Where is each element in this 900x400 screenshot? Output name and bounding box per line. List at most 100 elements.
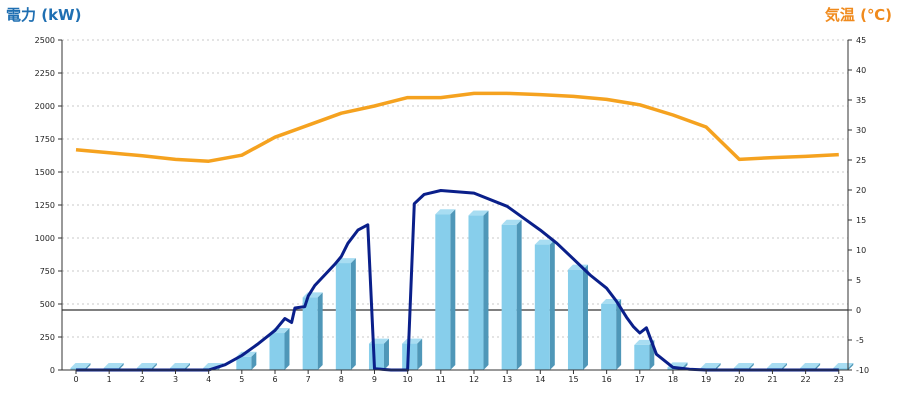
bar-side	[848, 363, 854, 370]
bar-face	[435, 214, 451, 370]
right-tick-label: 10	[856, 246, 866, 255]
right-axis-title: 気温 (℃)	[824, 6, 892, 24]
x-tick-label: 22	[801, 375, 811, 384]
bar-side	[383, 338, 389, 370]
bar-top	[435, 209, 456, 215]
right-tick-label: 30	[856, 126, 866, 135]
bar-top	[468, 210, 489, 216]
bar-top	[534, 239, 555, 245]
bar-face	[402, 343, 418, 370]
bar-top	[766, 363, 787, 369]
bar	[468, 210, 489, 370]
x-tick-label: 1	[107, 375, 112, 384]
bar-side	[417, 338, 423, 370]
bar	[501, 219, 522, 370]
bar-side	[748, 363, 754, 370]
bar	[601, 299, 622, 370]
left-tick-label: 750	[40, 267, 55, 276]
bar-side	[284, 328, 290, 370]
x-tick-label: 5	[239, 375, 244, 384]
bar-top	[700, 363, 721, 369]
x-tick-label: 7	[306, 375, 311, 384]
x-tick-label: 10	[403, 375, 413, 384]
bar	[567, 264, 588, 370]
bar-top	[136, 363, 157, 369]
bar-side	[483, 210, 489, 370]
bar-side	[85, 363, 91, 370]
bar-side	[184, 363, 190, 370]
left-tick-label: 0	[50, 366, 55, 375]
bar	[335, 258, 356, 370]
bar-top	[634, 339, 655, 345]
right-tick-label: 5	[856, 276, 861, 285]
bar-face	[236, 356, 252, 370]
bar-top	[70, 363, 91, 369]
bar-top	[169, 363, 190, 369]
bar-face	[335, 263, 351, 370]
bar-top	[501, 219, 522, 225]
left-axis-title: 電力 (kW)	[6, 6, 82, 24]
x-tick-label: 8	[339, 375, 344, 384]
bar-side	[815, 363, 821, 370]
bar-side	[118, 363, 124, 370]
power-line	[76, 189, 839, 372]
bar	[634, 339, 655, 370]
x-tick-label: 19	[701, 375, 711, 384]
right-tick-label: 45	[856, 36, 866, 45]
bar-face	[468, 215, 484, 370]
x-tick-label: 0	[73, 375, 78, 384]
bar-top	[800, 363, 821, 369]
bar-top	[733, 363, 754, 369]
bar-side	[582, 264, 588, 370]
x-tick-label: 4	[206, 375, 211, 384]
bar	[534, 239, 555, 370]
bar	[236, 351, 257, 370]
bar-side	[549, 239, 555, 370]
right-tick-label: 40	[856, 66, 866, 75]
x-tick-label: 3	[173, 375, 178, 384]
bar-side	[616, 299, 622, 370]
x-tick-label: 14	[535, 375, 545, 384]
bar-side	[781, 363, 787, 370]
left-tick-label: 250	[40, 333, 55, 342]
right-tick-label: -5	[856, 336, 864, 345]
x-tick-label: 18	[668, 375, 678, 384]
left-tick-label: 500	[40, 300, 55, 309]
right-tick-label: -10	[856, 366, 869, 375]
bar-face	[368, 343, 384, 370]
bar-side	[317, 292, 323, 370]
bar-top	[402, 338, 423, 344]
bar-face	[567, 269, 583, 370]
left-tick-label: 1000	[35, 234, 55, 243]
power-bars	[70, 209, 854, 370]
left-tick-label: 2000	[35, 102, 55, 111]
x-tick-label: 13	[502, 375, 512, 384]
bar	[402, 338, 423, 370]
bar-side	[516, 219, 522, 370]
temperature-line	[75, 91, 839, 163]
left-tick-label: 1750	[35, 135, 55, 144]
x-tick-label: 6	[272, 375, 277, 384]
x-tick-label: 15	[568, 375, 578, 384]
right-tick-label: 15	[856, 216, 866, 225]
bar-side	[251, 351, 257, 370]
bar-face	[601, 304, 617, 370]
x-tick-label: 23	[834, 375, 844, 384]
x-tick-label: 17	[635, 375, 645, 384]
bar-face	[833, 368, 849, 370]
left-tick-label: 2250	[35, 69, 55, 78]
bar-face	[302, 297, 318, 370]
left-tick-label: 1500	[35, 168, 55, 177]
bar-face	[534, 244, 550, 370]
bar-side	[151, 363, 157, 370]
lines	[75, 91, 839, 372]
bar-top	[103, 363, 124, 369]
bar	[269, 328, 290, 370]
left-tick-label: 1250	[35, 201, 55, 210]
bar-side	[450, 209, 456, 370]
x-tick-label: 20	[734, 375, 744, 384]
bar-face	[634, 344, 650, 370]
bar-face	[501, 224, 517, 370]
x-tick-label: 2	[140, 375, 145, 384]
